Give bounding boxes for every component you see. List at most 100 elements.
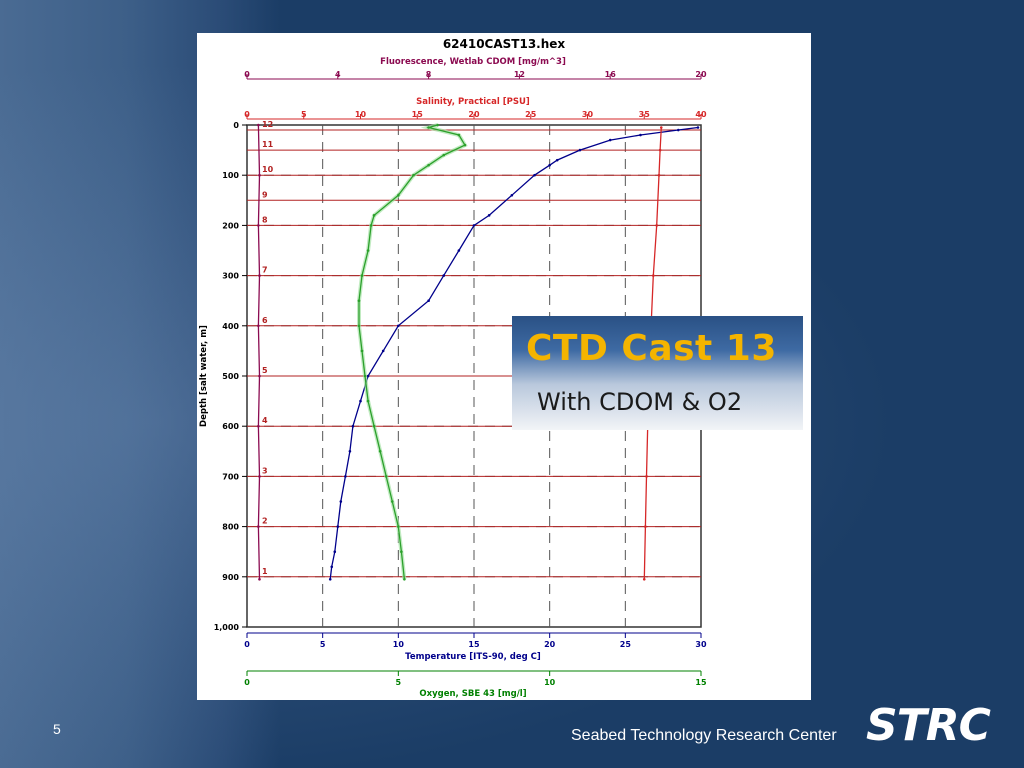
- fluorescence-data-point: [258, 173, 261, 177]
- temperature-data-point: [328, 578, 332, 581]
- depth-tick-label: 0: [233, 121, 239, 130]
- bottle-label: 5: [262, 366, 268, 375]
- oxygen-data-point: [463, 143, 467, 147]
- oxygen-data-point: [397, 193, 400, 197]
- fluorescence-tick-label: 8: [426, 70, 432, 79]
- depth-tick-label: 700: [222, 472, 239, 481]
- oxygen-data-point: [372, 424, 376, 428]
- fluorescence-data-point: [258, 475, 261, 478]
- salinity-data-point: [657, 173, 661, 177]
- bottle-label: 2: [262, 517, 268, 526]
- temperature-tick-label: 0: [244, 640, 250, 649]
- slide-number: 5: [53, 721, 61, 737]
- salinity-tick-label: 0: [244, 110, 250, 119]
- oxygen-tick-label: 15: [695, 678, 707, 687]
- oxygen-data-point: [390, 500, 394, 503]
- oxygen-data-point: [427, 126, 430, 129]
- oxygen-data-point: [384, 475, 388, 478]
- temperature-data-point: [381, 349, 385, 353]
- depth-axis-label: Depth [salt water, m]: [199, 325, 209, 427]
- callout-title: CTD Cast 13: [526, 328, 777, 369]
- oxygen-data-point: [436, 123, 439, 127]
- temperature-data-point: [555, 158, 559, 162]
- depth-tick-label: 500: [222, 372, 239, 381]
- temperature-data-point: [608, 138, 612, 142]
- fluorescence-data-point: [258, 578, 261, 581]
- salinity-tick-label: 30: [582, 110, 594, 119]
- salinity-tick-label: 15: [412, 110, 424, 119]
- temperature-data-point: [348, 450, 352, 453]
- oxygen-data-point: [360, 349, 364, 353]
- bottle-label: 12: [262, 120, 273, 129]
- depth-tick-label: 900: [222, 573, 239, 582]
- temperature-data-point: [533, 173, 536, 177]
- temperature-axis-label: Temperature [ITS-90, deg C]: [405, 652, 541, 662]
- fluorescence-tick-label: 4: [335, 70, 341, 79]
- fluorescence-data-point: [258, 374, 261, 378]
- fluorescence-data-point: [257, 525, 260, 528]
- salinity-tick-label: 20: [468, 110, 480, 119]
- temperature-data-point: [366, 374, 370, 378]
- temperature-data-point: [472, 224, 476, 227]
- oxygen-data-point: [378, 450, 382, 453]
- bottle-label: 9: [262, 190, 268, 199]
- oxygen-data-point: [369, 224, 373, 227]
- depth-tick-label: 1,000: [214, 623, 240, 632]
- temperature-data-point: [510, 193, 514, 197]
- temperature-data-point: [359, 399, 362, 403]
- oxygen-data-point: [427, 163, 430, 167]
- temperature-data-point: [330, 565, 334, 569]
- oxygen-data-point: [357, 324, 361, 328]
- temperature-data-point: [333, 550, 337, 553]
- temperature-data-point: [336, 525, 340, 528]
- temperature-data-point: [427, 299, 430, 303]
- fluorescence-axis-label: Fluorescence, Wetlab CDOM [mg/m^3]: [380, 57, 566, 67]
- bottle-label: 10: [262, 165, 274, 174]
- depth-tick-label: 600: [222, 422, 239, 431]
- temperature-data-point: [548, 163, 551, 167]
- bottle-label: 3: [262, 466, 268, 475]
- temperature-data-point: [339, 500, 343, 503]
- callout-box: CTD Cast 13 With CDOM & O2: [512, 316, 803, 430]
- footer-organization-name: Seabed Technology Research Center: [571, 727, 837, 744]
- salinity-data-point: [655, 224, 659, 227]
- bottle-label: 7: [262, 266, 268, 275]
- bottle-label: 11: [262, 140, 274, 149]
- depth-tick-label: 200: [222, 221, 239, 230]
- bottle-label: 8: [262, 215, 268, 224]
- bottle-label: 6: [262, 316, 268, 325]
- salinity-data-point: [659, 126, 663, 129]
- oxygen-data-point: [412, 173, 415, 177]
- ctd-chart: 62410CAST13.hex Fluorescence, Wetlab CDO…: [199, 37, 707, 699]
- salinity-tick-label: 10: [355, 110, 367, 119]
- oxygen-series-halo: [357, 123, 468, 580]
- oxygen-data-point: [397, 525, 400, 528]
- oxygen-tick-label: 0: [244, 678, 250, 687]
- oxygen-data-point: [372, 214, 376, 217]
- temperature-data-point: [696, 126, 700, 129]
- salinity-tick-label: 5: [301, 110, 307, 119]
- oxygen-tick-label: 10: [544, 678, 556, 687]
- temperature-tick-label: 10: [393, 640, 405, 649]
- fluorescence-data-point: [257, 424, 260, 428]
- depth-tick-label: 100: [222, 171, 239, 180]
- strc-logo: STRC: [866, 700, 991, 751]
- oxygen-series-line: [358, 124, 466, 580]
- oxygen-axis-label: Oxygen, SBE 43 [mg/l]: [419, 689, 526, 699]
- fluorescence-tick-label: 0: [244, 70, 250, 79]
- oxygen-data-point: [366, 399, 370, 403]
- fluorescence-data-point: [257, 123, 260, 127]
- temperature-data-point: [351, 424, 355, 428]
- temperature-series-line: [329, 126, 699, 580]
- salinity-tick-label: 40: [695, 110, 707, 119]
- temperature-data-point: [578, 148, 582, 152]
- fluorescence-data-point: [258, 274, 261, 277]
- temperature-data-point: [344, 475, 347, 478]
- salinity-data-point: [645, 475, 648, 478]
- fluorescence-tick-label: 20: [695, 70, 707, 79]
- temperature-data-point: [487, 214, 491, 217]
- salinity-data-point: [644, 525, 647, 528]
- fluorescence-tick-label: 12: [514, 70, 525, 79]
- callout-subtitle: With CDOM & O2: [537, 388, 743, 416]
- depth-tick-label: 800: [222, 523, 239, 532]
